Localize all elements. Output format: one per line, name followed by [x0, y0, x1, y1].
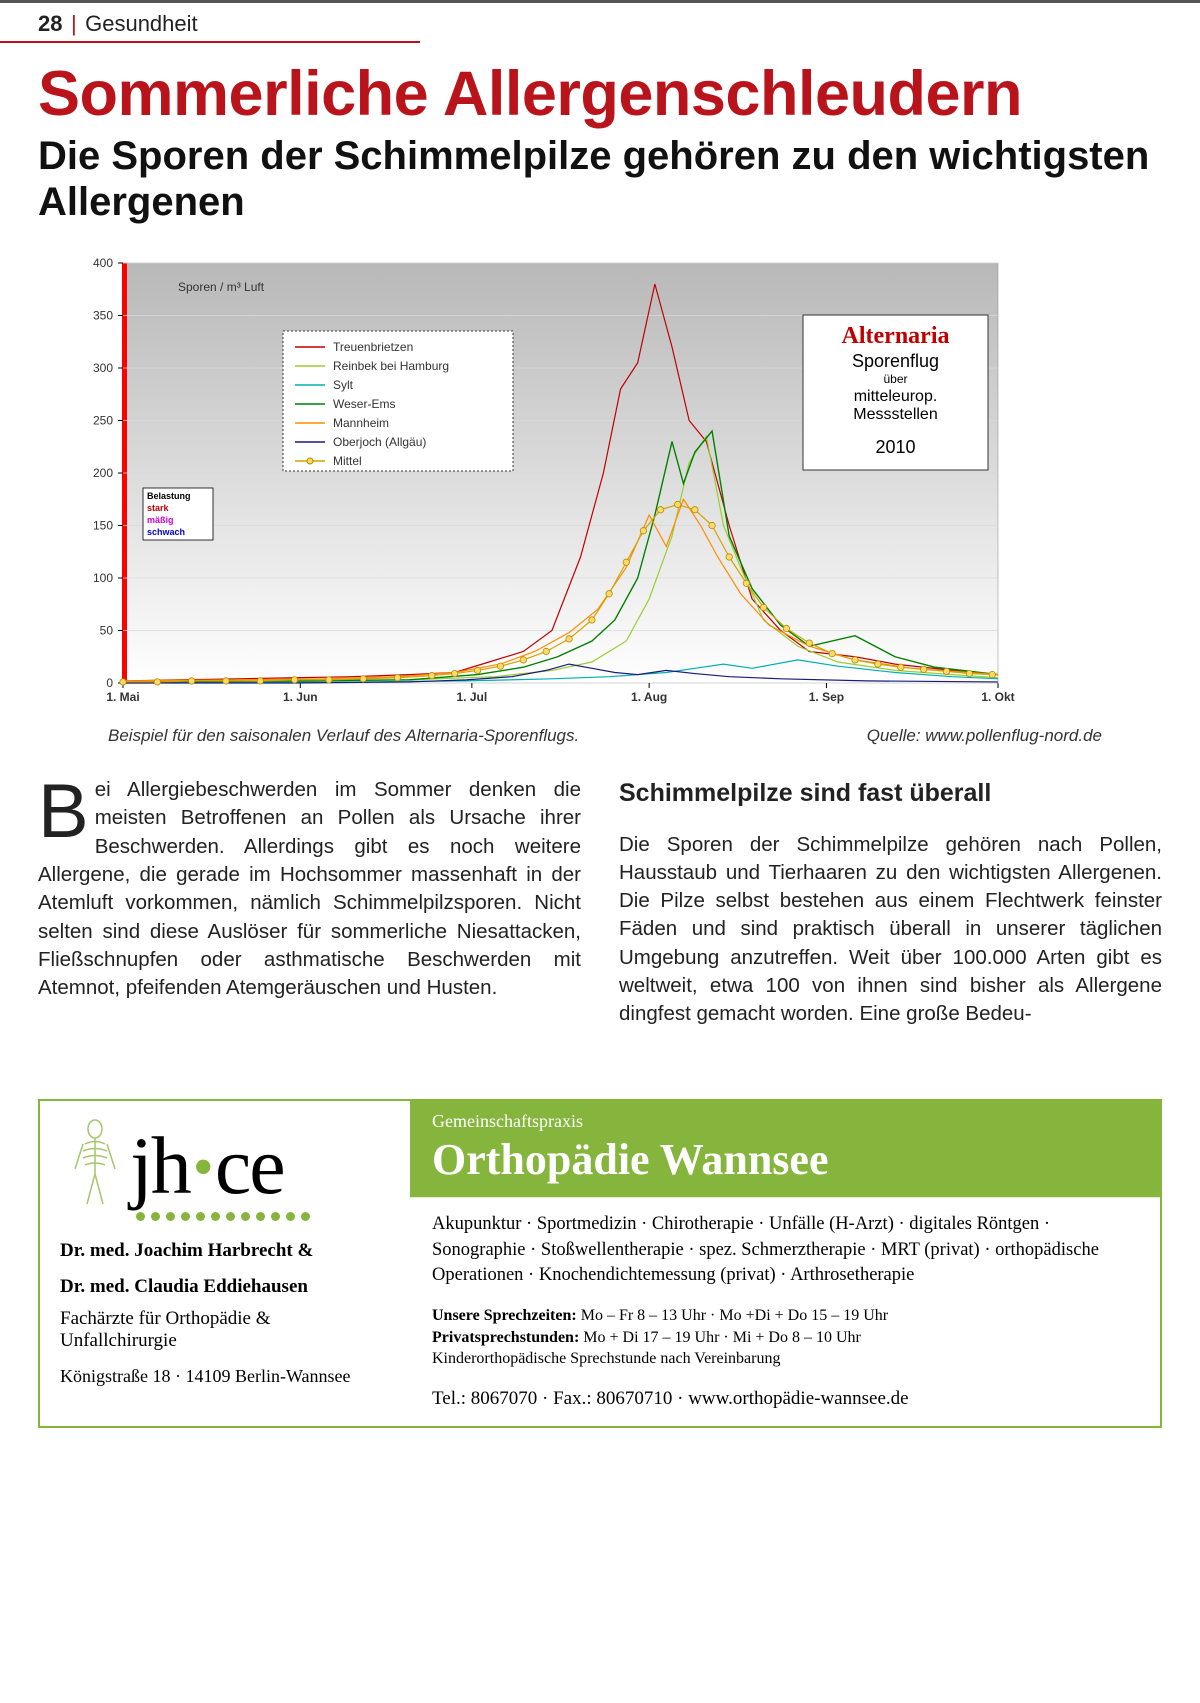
doctor-address: Königstraße 18 · 14109 Berlin-Wannsee [60, 1366, 390, 1387]
ad-banner-big: Orthopädie Wannsee [432, 1134, 1138, 1185]
svg-text:1. Sep: 1. Sep [809, 690, 844, 704]
svg-text:1. Jun: 1. Jun [283, 690, 318, 704]
svg-text:über: über [883, 372, 907, 386]
svg-text:350: 350 [93, 309, 113, 323]
ad-banner-small: Gemeinschaftspraxis [432, 1111, 1138, 1132]
svg-text:Reinbek bei Hamburg: Reinbek bei Hamburg [333, 359, 449, 373]
svg-text:1. Mai: 1. Mai [106, 690, 139, 704]
page-number: 28 [38, 11, 62, 36]
chart-figure: 0 50 100 150 200 250 300 350 400 1. Mai 1. Jun 1. J… [38, 253, 1162, 718]
ad-contact: Tel.: 8067070 · Fax.: 80670710 · www.ort… [410, 1378, 1160, 1426]
logo-dots-row [136, 1208, 390, 1226]
dropcap: B [38, 776, 95, 841]
hours1-label: Unsere Sprechzeiten: [432, 1307, 577, 1324]
ad-right: Gemeinschaftspraxis Orthopädie Wannsee A… [410, 1101, 1160, 1426]
article-content: Sommerliche Allergenschleudern Die Spore… [0, 43, 1200, 1059]
column-right: Schimmelpilze sind fast überall Die Spor… [619, 776, 1162, 1028]
caption-left: Beispiel für den saisonalen Verlauf des … [108, 726, 579, 746]
doctor-name-2: Dr. med. Claudia Eddiehausen [60, 1276, 390, 1298]
svg-text:2010: 2010 [875, 437, 915, 457]
logo-dot: • [190, 1133, 215, 1202]
paragraph-1: ei Allergiebeschwerden im Sommer den­ken… [38, 778, 581, 999]
ad-hours: Unsere Sprechzeiten: Mo – Fr 8 – 13 Uhr … [410, 1303, 1160, 1378]
svg-text:schwach: schwach [147, 527, 185, 537]
svg-text:Alternaria: Alternaria [842, 323, 950, 349]
logo-jh: jh [130, 1119, 190, 1213]
svg-text:stark: stark [147, 503, 170, 513]
ad-services: Akupunktur · Sportmedizin · Chirotherapi… [410, 1197, 1160, 1304]
svg-text:50: 50 [100, 624, 114, 638]
ad-logo: jh•ce [60, 1119, 390, 1214]
ad-banner: Gemeinschaftspraxis Orthopädie Wannsee [410, 1101, 1160, 1197]
svg-text:0: 0 [106, 676, 113, 690]
svg-text:Messstellen: Messstellen [853, 406, 937, 423]
ad-logo-text: jh•ce [130, 1119, 284, 1213]
chart-caption: Beispiel für den saisonalen Verlauf des … [38, 718, 1162, 746]
svg-text:250: 250 [93, 414, 113, 428]
svg-text:1. Jul: 1. Jul [457, 690, 488, 704]
section-name: Gesundheit [85, 11, 198, 36]
advertisement: jh•ce Dr. med. Joachim Harbrecht & Dr. m… [38, 1099, 1162, 1428]
subheadline: Die Sporen der Schimmelpilze gehören zu … [38, 133, 1162, 225]
svg-text:1. Aug: 1. Aug [631, 690, 667, 704]
svg-text:300: 300 [93, 361, 113, 375]
svg-text:150: 150 [93, 519, 113, 533]
header-separator: | [67, 11, 81, 36]
svg-text:mitteleurop.: mitteleurop. [854, 388, 938, 405]
column-left: B ei Allergiebeschwerden im Sommer den­k… [38, 776, 581, 1028]
hours1: Mo – Fr 8 – 13 Uhr · Mo +Di + Do 15 – 19… [577, 1307, 888, 1324]
spore-chart: 0 50 100 150 200 250 300 350 400 1. Mai 1. Jun 1. J… [68, 253, 1108, 713]
svg-text:Mannheim: Mannheim [333, 416, 389, 430]
caption-right: Quelle: www.pollenflug-nord.de [867, 726, 1102, 746]
svg-text:Mittel: Mittel [333, 454, 362, 468]
svg-text:100: 100 [93, 571, 113, 585]
svg-text:Sporenflug: Sporenflug [852, 351, 939, 371]
svg-text:200: 200 [93, 466, 113, 480]
hours3: Kinderorthopädische Sprechstunde nach Ve… [432, 1348, 1138, 1370]
svg-text:mäßig: mäßig [147, 515, 174, 525]
hours2-label: Privatsprechstunden: [432, 1329, 579, 1346]
svg-text:Oberjoch (Allgäu): Oberjoch (Allgäu) [333, 435, 426, 449]
page-header: 28 | Gesundheit [0, 0, 1200, 43]
svg-text:1. Okt: 1. Okt [981, 690, 1014, 704]
svg-text:400: 400 [93, 256, 113, 270]
headline: Sommerliche Allergenschleudern [38, 61, 1162, 127]
ad-left: jh•ce Dr. med. Joachim Harbrecht & Dr. m… [40, 1101, 410, 1426]
doctor-name-1: Dr. med. Joachim Harbrecht & [60, 1240, 390, 1262]
svg-text:Sporen / m³ Luft: Sporen / m³ Luft [178, 280, 265, 294]
subtitle: Schimmelpilze sind fast überall [619, 776, 1162, 811]
skeleton-icon [60, 1119, 130, 1214]
svg-text:Sylt: Sylt [333, 378, 354, 392]
body-columns: B ei Allergiebeschwerden im Sommer den­k… [38, 776, 1162, 1028]
doctor-specialty: Fachärzte für Orthopädie & Unfallchirurg… [60, 1308, 390, 1352]
svg-text:Treuenbrietzen: Treuenbrietzen [333, 340, 413, 354]
svg-text:Weser-Ems: Weser-Ems [333, 397, 395, 411]
paragraph-2: Die Sporen der Schimmelpilze gehören nac… [619, 831, 1162, 1029]
svg-text:Belastung: Belastung [147, 491, 191, 501]
hours2: Mo + Di 17 – 19 Uhr · Mi + Do 8 – 10 Uhr [579, 1329, 861, 1346]
logo-ce: ce [215, 1119, 284, 1213]
